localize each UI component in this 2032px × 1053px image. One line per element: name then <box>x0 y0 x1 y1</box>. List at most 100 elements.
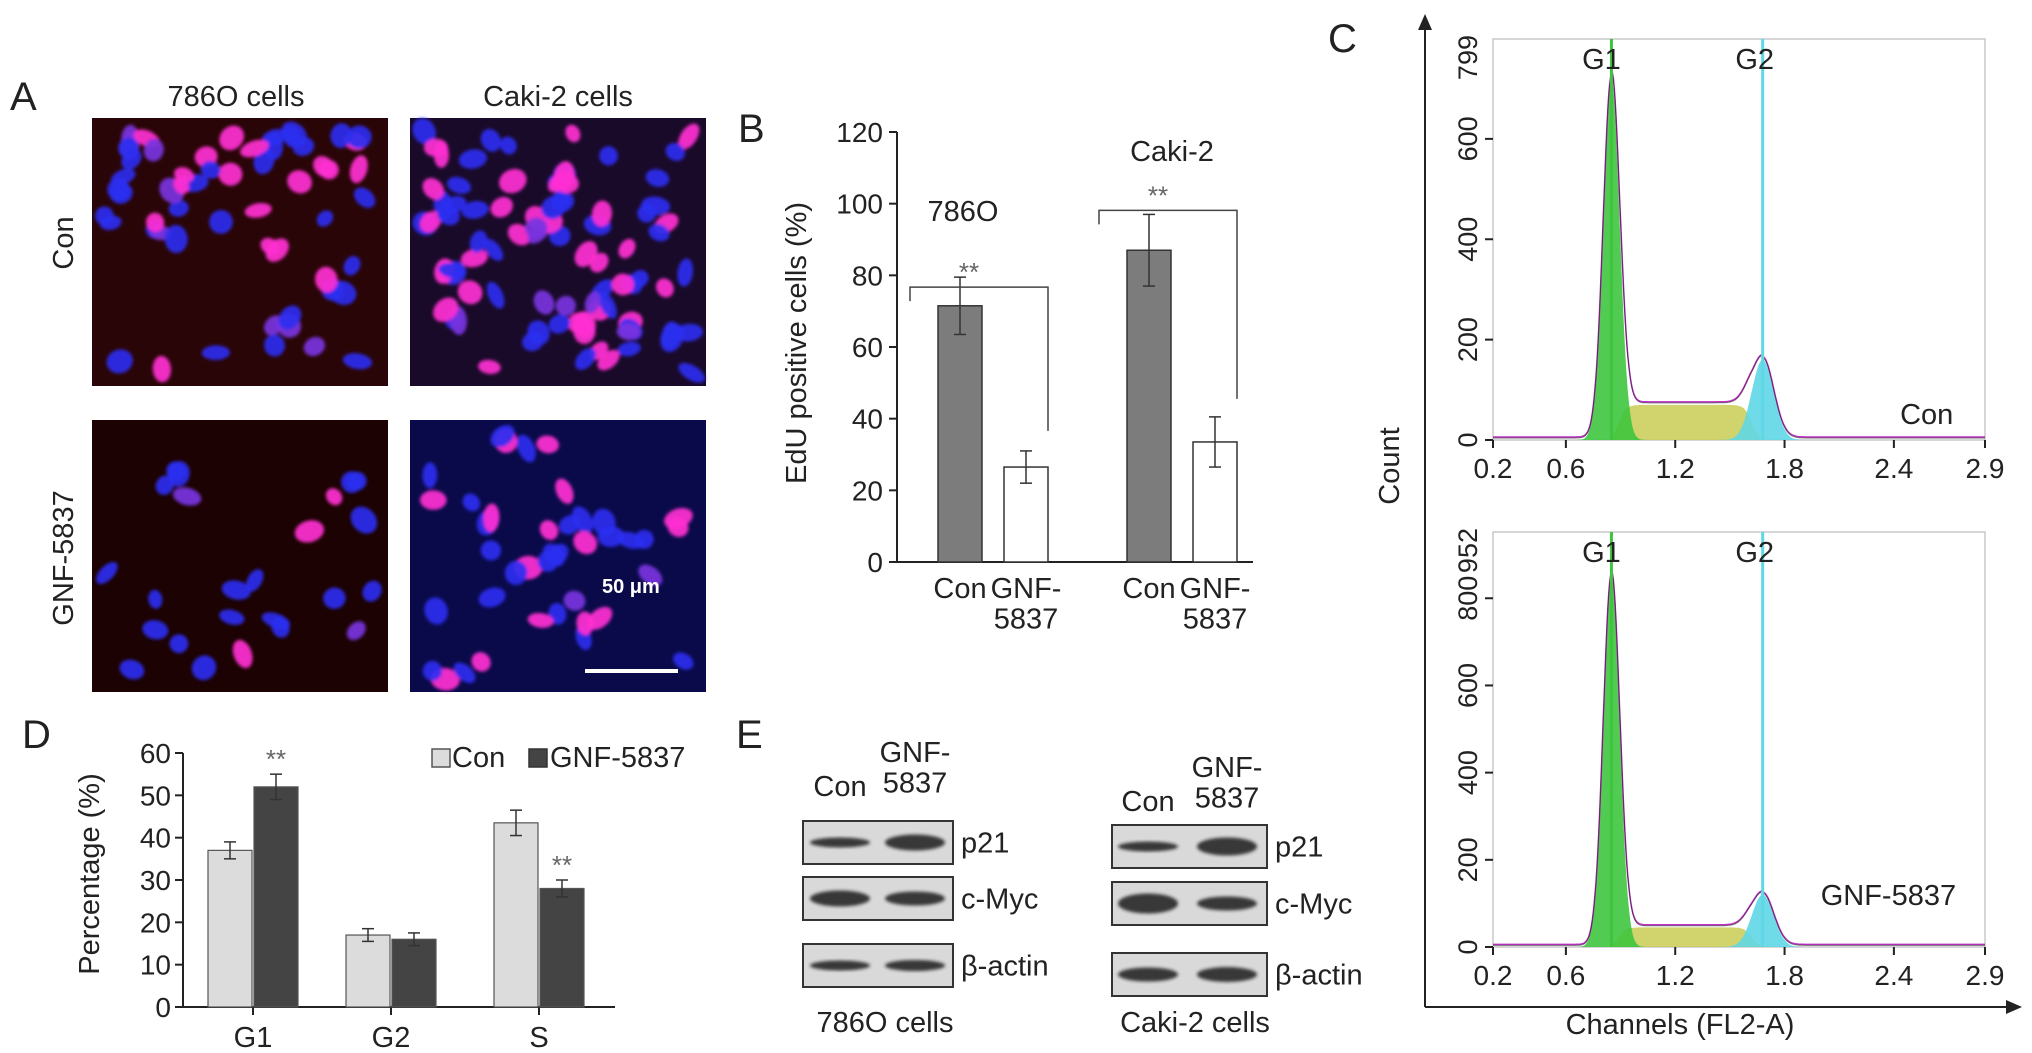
significance-label: ** <box>1148 180 1168 210</box>
panel-c-xlabel: Channels (FL2-A) <box>1566 1009 1795 1041</box>
nucleus <box>648 223 670 242</box>
nucleus <box>294 520 325 543</box>
g2-label: G2 <box>1735 537 1774 569</box>
cells-caki2-gnf <box>420 425 694 691</box>
y-max-label: 952 <box>1453 528 1483 573</box>
nucleus <box>645 169 670 187</box>
y-tick-label: 10 <box>140 950 171 981</box>
nucleus <box>591 200 613 227</box>
nucleus <box>346 125 372 149</box>
nucleus <box>341 471 363 494</box>
nucleus <box>424 597 448 625</box>
nucleus <box>264 132 284 160</box>
nucleus <box>575 348 596 370</box>
significance-bracket <box>909 286 1049 431</box>
bar <box>539 887 585 1008</box>
lane-label: Con <box>813 771 866 803</box>
y-tick-label: 30 <box>140 865 171 896</box>
nucleus <box>245 569 264 592</box>
nucleus <box>457 280 483 305</box>
nucleus <box>148 589 163 609</box>
nucleus <box>638 564 663 586</box>
x-tick-label: 5837 <box>1183 603 1248 635</box>
nucleus <box>500 136 517 155</box>
band-label: c-Myc <box>961 884 1038 916</box>
bar <box>207 849 253 1008</box>
nucleus <box>516 434 536 463</box>
panel-a-letter: A <box>10 75 37 119</box>
nucleus <box>674 323 703 342</box>
nucleus <box>458 149 487 169</box>
fit-curve <box>1493 69 1985 438</box>
nucleus <box>119 659 145 680</box>
nucleus <box>471 652 491 672</box>
nucleus <box>152 355 172 383</box>
nucleus <box>96 561 118 585</box>
nucleus <box>527 320 550 345</box>
y-tick-label: 60 <box>140 738 171 769</box>
blot-band <box>1197 896 1257 911</box>
panel-e-letter: E <box>736 713 763 757</box>
histogram-label: Con <box>1900 399 1953 431</box>
nucleus <box>490 196 513 218</box>
y-tick-label: 200 <box>1453 317 1483 362</box>
nucleus <box>574 241 598 268</box>
blot-band <box>810 960 870 971</box>
col-label-786o: 786O cells <box>167 81 304 113</box>
y-tick-label: 100 <box>836 189 883 220</box>
blot-caption: 786O cells <box>816 1007 953 1039</box>
nucleus <box>423 138 448 157</box>
blot-band <box>1118 967 1178 982</box>
y-tick-label: 800 <box>1453 576 1483 621</box>
y-tick-label: 400 <box>1453 750 1483 795</box>
nucleus <box>480 540 502 561</box>
nucleus <box>155 475 175 495</box>
nucleus <box>244 203 272 218</box>
bar <box>1003 466 1049 563</box>
nucleus <box>678 362 705 383</box>
nucleus <box>469 230 488 253</box>
x-tick-label: Con <box>933 573 986 605</box>
nucleus <box>209 210 233 234</box>
nucleus <box>453 662 476 684</box>
nucleus <box>486 281 505 309</box>
nucleus <box>264 334 285 357</box>
x-tick-label: 0.6 <box>1546 960 1585 991</box>
y-tick-label: 400 <box>1453 217 1483 262</box>
nucleus <box>342 353 373 370</box>
nucleus <box>665 142 686 161</box>
band-label: β-actin <box>1275 960 1363 992</box>
x-tick-label: 2.9 <box>1966 960 2005 991</box>
nucleus <box>168 200 189 217</box>
nucleus <box>641 196 671 216</box>
bar <box>1126 249 1172 563</box>
significance-label: ** <box>959 257 979 287</box>
nucleus <box>483 238 504 261</box>
nucleus <box>260 237 280 256</box>
legend-swatch-gnf <box>528 748 548 768</box>
cells-786o-gnf <box>96 461 382 681</box>
nucleus <box>483 503 500 533</box>
nucleus <box>462 493 481 512</box>
bar <box>345 934 391 1008</box>
panel-b: B EdU positive cells (%) 0 20 40 60 80 100 120… <box>738 107 1253 635</box>
blot-band <box>885 891 945 906</box>
bar <box>493 822 539 1008</box>
lane-label: Con <box>1121 786 1174 818</box>
significance-bracket <box>1098 209 1238 399</box>
nucleus <box>617 341 641 357</box>
nucleus <box>537 550 559 572</box>
nucleus <box>524 217 548 239</box>
panel-c-y-arrow <box>1418 14 1432 30</box>
nucleus <box>346 621 366 641</box>
micrograph-786o-con <box>92 118 388 386</box>
blot-band <box>810 837 870 848</box>
lane-label: 5837 <box>883 767 948 799</box>
y-tick-label: 0 <box>1453 939 1483 954</box>
g1-label: G1 <box>1582 44 1621 76</box>
nucleus <box>504 560 528 585</box>
col-label-caki2: Caki-2 cells <box>483 81 633 113</box>
nucleus <box>219 609 245 625</box>
